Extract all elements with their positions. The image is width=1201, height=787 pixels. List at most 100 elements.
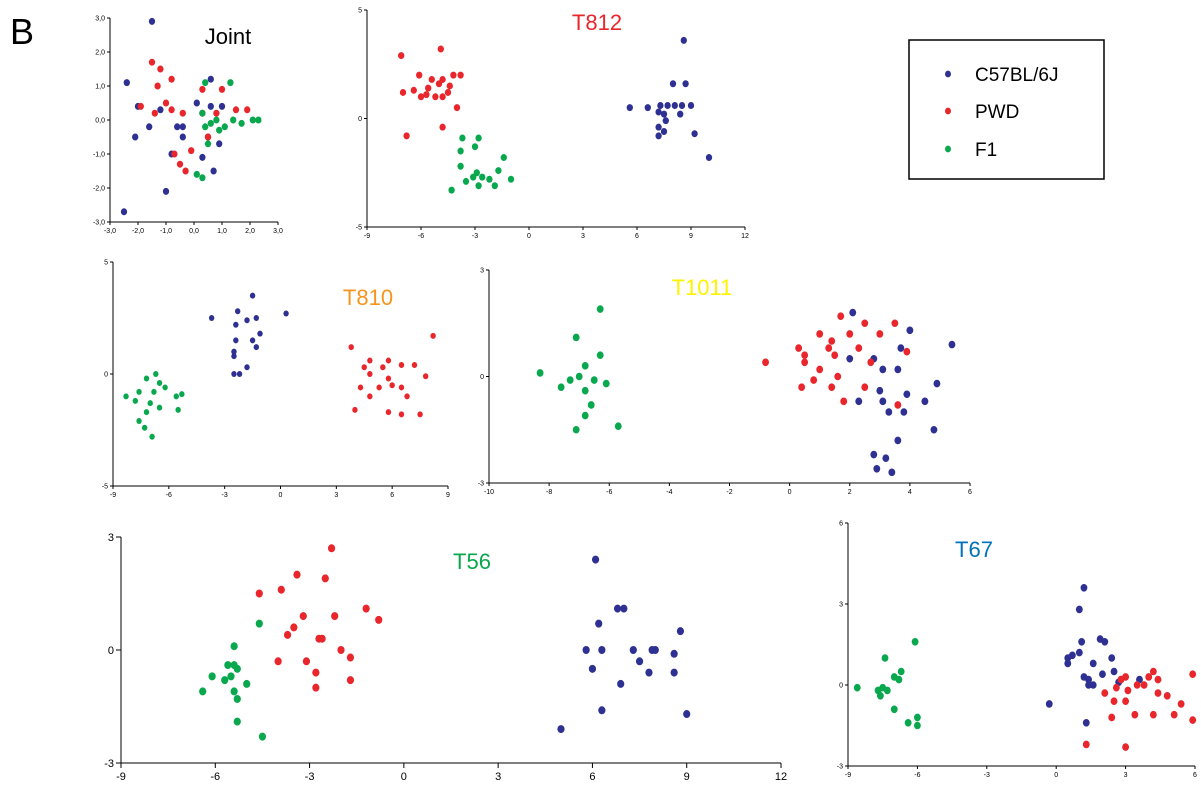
data-point xyxy=(676,627,685,636)
data-point xyxy=(207,102,214,110)
x-tick-label: 6 xyxy=(1193,772,1197,779)
data-point xyxy=(367,393,373,400)
data-point xyxy=(1085,675,1093,684)
data-point xyxy=(1149,710,1157,719)
data-point xyxy=(491,182,498,190)
data-point xyxy=(404,393,410,400)
data-point xyxy=(218,102,226,110)
data-point xyxy=(825,344,833,352)
data-point xyxy=(816,330,824,338)
scatter-panel-t810: -9 -6 -3 0 3 6 9 -5 0 5 T810 xyxy=(102,259,450,499)
data-point xyxy=(644,104,651,112)
data-point xyxy=(182,167,189,175)
data-point xyxy=(582,646,590,654)
data-point xyxy=(683,710,691,719)
y-tick-label: -1,0 xyxy=(93,151,105,158)
data-point xyxy=(232,106,240,114)
data-point xyxy=(587,401,595,409)
data-point xyxy=(903,390,911,399)
data-point xyxy=(157,106,164,114)
data-point xyxy=(635,657,644,666)
data-point xyxy=(1045,700,1053,708)
data-point xyxy=(157,65,164,73)
data-point xyxy=(897,667,905,676)
x-tick-label: -6 xyxy=(914,772,920,779)
data-point xyxy=(655,108,662,116)
data-point xyxy=(244,317,250,324)
data-point xyxy=(439,123,446,131)
series-c57bl-6j xyxy=(208,292,289,377)
data-point xyxy=(120,208,128,216)
data-point xyxy=(948,340,956,349)
data-point xyxy=(331,612,339,621)
y-tick-label: -3,0 xyxy=(93,219,105,226)
x-tick-label: 2,0 xyxy=(245,228,255,235)
chart-title: T810 xyxy=(343,285,393,310)
data-point xyxy=(357,384,364,391)
data-point xyxy=(1108,713,1116,722)
y-tick-label: 3 xyxy=(480,267,484,274)
data-point xyxy=(204,133,212,141)
legend-marker xyxy=(945,70,951,78)
data-point xyxy=(879,397,887,406)
x-tick-label: 12 xyxy=(775,771,787,783)
data-point xyxy=(385,375,392,382)
data-point xyxy=(876,386,884,395)
data-point xyxy=(670,668,678,677)
data-point xyxy=(1189,670,1197,678)
data-point xyxy=(470,173,477,181)
data-point xyxy=(881,654,889,662)
data-point xyxy=(244,106,251,114)
data-point xyxy=(921,397,929,406)
legend-label: C57BL/6J xyxy=(975,65,1058,86)
data-point xyxy=(1131,710,1139,719)
data-point xyxy=(581,386,589,395)
series-f1 xyxy=(199,619,267,741)
data-point xyxy=(1082,740,1090,749)
data-point xyxy=(855,397,863,406)
x-tick-label: 0 xyxy=(527,233,531,240)
data-point xyxy=(1170,710,1178,719)
chart-title: T67 xyxy=(955,537,993,562)
data-point xyxy=(598,706,606,715)
x-tick-label: 3 xyxy=(495,771,501,783)
data-point xyxy=(816,365,824,374)
data-point xyxy=(221,676,229,685)
data-point xyxy=(883,686,891,695)
data-point xyxy=(933,379,941,388)
series-pwd xyxy=(398,45,464,140)
data-point xyxy=(930,425,938,434)
data-point xyxy=(557,383,565,391)
data-point xyxy=(143,375,150,382)
data-point xyxy=(613,604,622,613)
data-point xyxy=(162,99,170,107)
data-point xyxy=(249,292,256,299)
data-point xyxy=(362,604,370,613)
data-point xyxy=(879,365,887,374)
y-tick-label: 3 xyxy=(108,532,114,544)
x-tick-label: -9 xyxy=(845,772,851,779)
legend-entry-pwd: PWD xyxy=(945,102,1019,123)
data-point xyxy=(894,401,902,409)
data-point xyxy=(897,344,905,352)
series-pwd xyxy=(762,312,911,409)
data-point xyxy=(1124,686,1132,695)
x-tick-label: -3 xyxy=(222,492,228,499)
data-point xyxy=(156,379,163,386)
data-point xyxy=(176,160,184,168)
data-point xyxy=(1154,689,1162,697)
chart-title: Joint xyxy=(205,24,251,49)
data-point xyxy=(462,177,470,185)
data-point xyxy=(188,147,195,155)
data-point xyxy=(691,130,698,138)
data-point xyxy=(620,604,628,613)
data-point xyxy=(243,679,251,688)
data-point xyxy=(210,167,217,175)
x-tick-label: 2 xyxy=(848,489,852,496)
series-f1 xyxy=(123,371,185,440)
data-point xyxy=(1064,654,1072,662)
data-point xyxy=(153,371,159,377)
x-tick-label: 9 xyxy=(684,771,690,783)
data-point xyxy=(439,93,446,101)
data-point xyxy=(1122,697,1130,705)
